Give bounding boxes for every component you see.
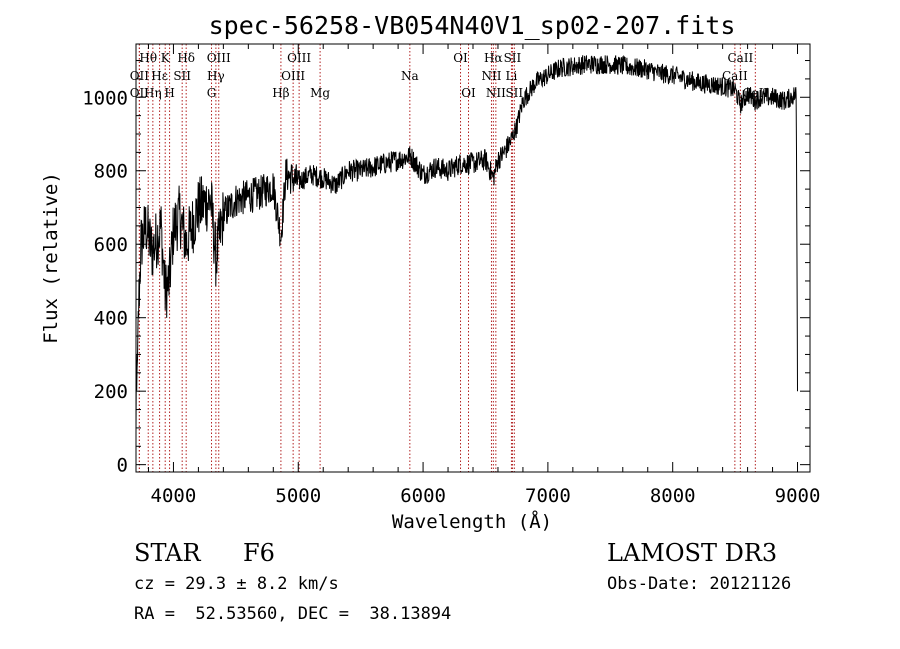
line-label: OI (453, 51, 468, 65)
line-label: OIII (281, 69, 305, 83)
line-markers (138, 44, 756, 472)
line-label: SII (504, 51, 522, 65)
line-label: OIII (207, 51, 231, 65)
radial-velocity: cz = 29.3 ± 8.2 km/s (134, 574, 339, 594)
line-label: Hε (151, 69, 168, 83)
y-tick-label: 1000 (82, 87, 128, 109)
line-label: Na (401, 69, 419, 83)
line-label: Hθ (139, 51, 157, 65)
y-axis: 0 200 400 600 800 1000 (82, 60, 810, 477)
x-tick-label: 6000 (400, 485, 446, 507)
line-label: Hδ (177, 51, 195, 65)
line-label: G (207, 86, 217, 100)
x-tick-label: 9000 (775, 485, 821, 507)
line-label: CaII (722, 69, 748, 83)
line-label: OII (130, 86, 150, 100)
y-tick-label: 400 (94, 308, 128, 330)
line-label: OI (461, 86, 476, 100)
y-tick-label: 600 (94, 234, 128, 256)
line-label: NII (481, 69, 501, 83)
line-label: OIII (287, 51, 311, 65)
line-label: H (164, 86, 174, 100)
y-axis-label: Flux (relative) (40, 172, 62, 344)
line-label: Hβ (272, 86, 289, 100)
line-label: SII (173, 69, 191, 83)
line-label: OII (130, 69, 150, 83)
plot-frame (135, 43, 811, 473)
x-tick-label: 7000 (525, 485, 571, 507)
line-label: Li (506, 69, 518, 83)
line-label: Hα (484, 51, 503, 65)
line-label: K (161, 51, 171, 65)
survey-name: LAMOST DR3 (607, 539, 778, 567)
y-tick-label: 0 (117, 455, 128, 477)
y-tick-label: 800 (94, 161, 128, 183)
line-label: CaII (727, 51, 753, 65)
spectrum-series (135, 54, 798, 432)
line-label: SII (505, 86, 523, 100)
y-tick-label: 200 (94, 381, 128, 403)
line-label: Mg (310, 86, 330, 100)
line-label: NII (486, 86, 506, 100)
object-subclass: F6 (243, 539, 275, 567)
chart-title: spec-56258-VB054N40V1_sp02-207.fits (209, 11, 736, 40)
x-tick-label: 4000 (151, 485, 197, 507)
x-axis: 4000 5000 6000 7000 8000 9000 (147, 44, 821, 507)
x-tick-label: 5000 (275, 485, 321, 507)
sky-coordinates: RA = 52.53560, DEC = 38.13894 (134, 604, 452, 624)
observation-date: Obs-Date: 20121126 (607, 574, 792, 594)
x-tick-label: 8000 (650, 485, 696, 507)
line-label: Hη (144, 86, 162, 100)
x-axis-label: Wavelength (Å) (392, 510, 552, 533)
object-class: STAR (134, 539, 201, 567)
line-label: Hγ (207, 69, 225, 83)
